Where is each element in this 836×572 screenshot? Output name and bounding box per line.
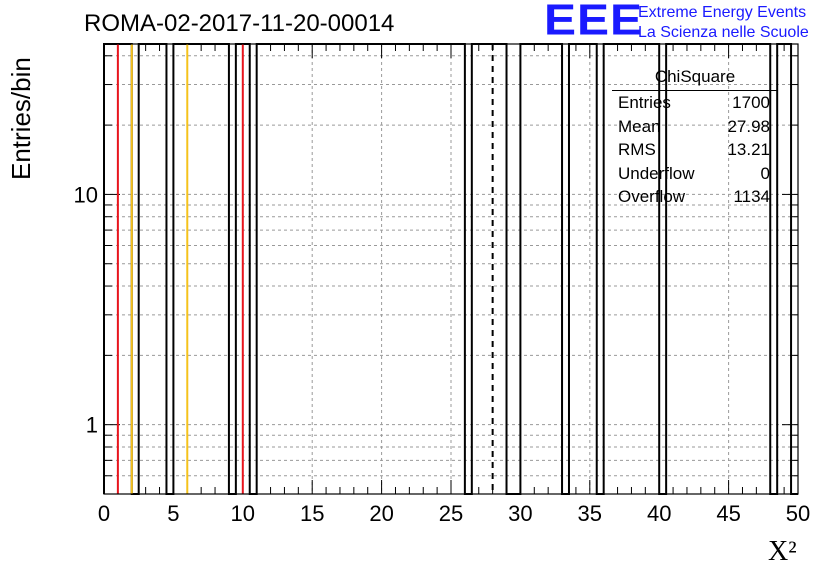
y-tick-label: 1 [86,413,98,438]
stats-box: ChiSquare Entries 1700 Mean 27.98 RMS 13… [612,64,778,209]
stats-value: 1134 [733,187,770,206]
chart-title: ROMA-02-2017-11-20-00014 [84,10,395,37]
stats-row-overflow: Overflow 1134 [612,185,778,209]
x-tick-label: 20 [369,501,393,526]
x-tick-labels: 0 5 10 15 20 25 30 35 40 45 50 [98,501,810,526]
x-tick-label: 50 [786,501,810,526]
x-tick-label: 45 [716,501,740,526]
x-tick-label: 40 [647,501,671,526]
x-tick-label: 15 [300,501,324,526]
stats-title: ChiSquare [612,64,778,91]
x-tick-label: 0 [98,501,110,526]
y-tick-labels: 1 10 [74,182,98,437]
logo-subtitle-2: La Scienza nelle Scuole [638,24,809,41]
stats-row-mean: Mean 27.98 [612,115,778,139]
stats-row-underflow: Underflow 0 [612,162,778,186]
x-tick-label: 10 [231,501,255,526]
stats-label: Entries [618,93,671,112]
y-axis-label: Entries/bin [6,57,36,180]
reference-lines [116,44,494,494]
stats-row-entries: Entries 1700 [612,91,778,115]
x-tick-label: 25 [439,501,463,526]
x-axis-label: X² [768,536,797,567]
stats-value: 0 [760,163,770,183]
stats-value: 1700 [732,93,770,112]
x-tick-label: 30 [508,501,532,526]
y-tick-label: 10 [74,182,98,207]
stats-label: Mean [618,116,661,136]
stats-label: RMS [618,140,656,159]
x-tick-label: 5 [167,501,179,526]
stats-row-rms: RMS 13.21 [612,138,778,162]
logo-subtitle-1: Extreme Energy Events [638,4,807,21]
stats-value: 27.98 [727,116,770,136]
plot-frame [103,43,799,495]
x-tick-label: 35 [578,501,602,526]
stats-label: Overflow [618,187,686,206]
stats-value: 13.21 [727,140,770,159]
stats-label: Underflow [618,163,695,183]
logo-mark: EEE [544,0,644,45]
